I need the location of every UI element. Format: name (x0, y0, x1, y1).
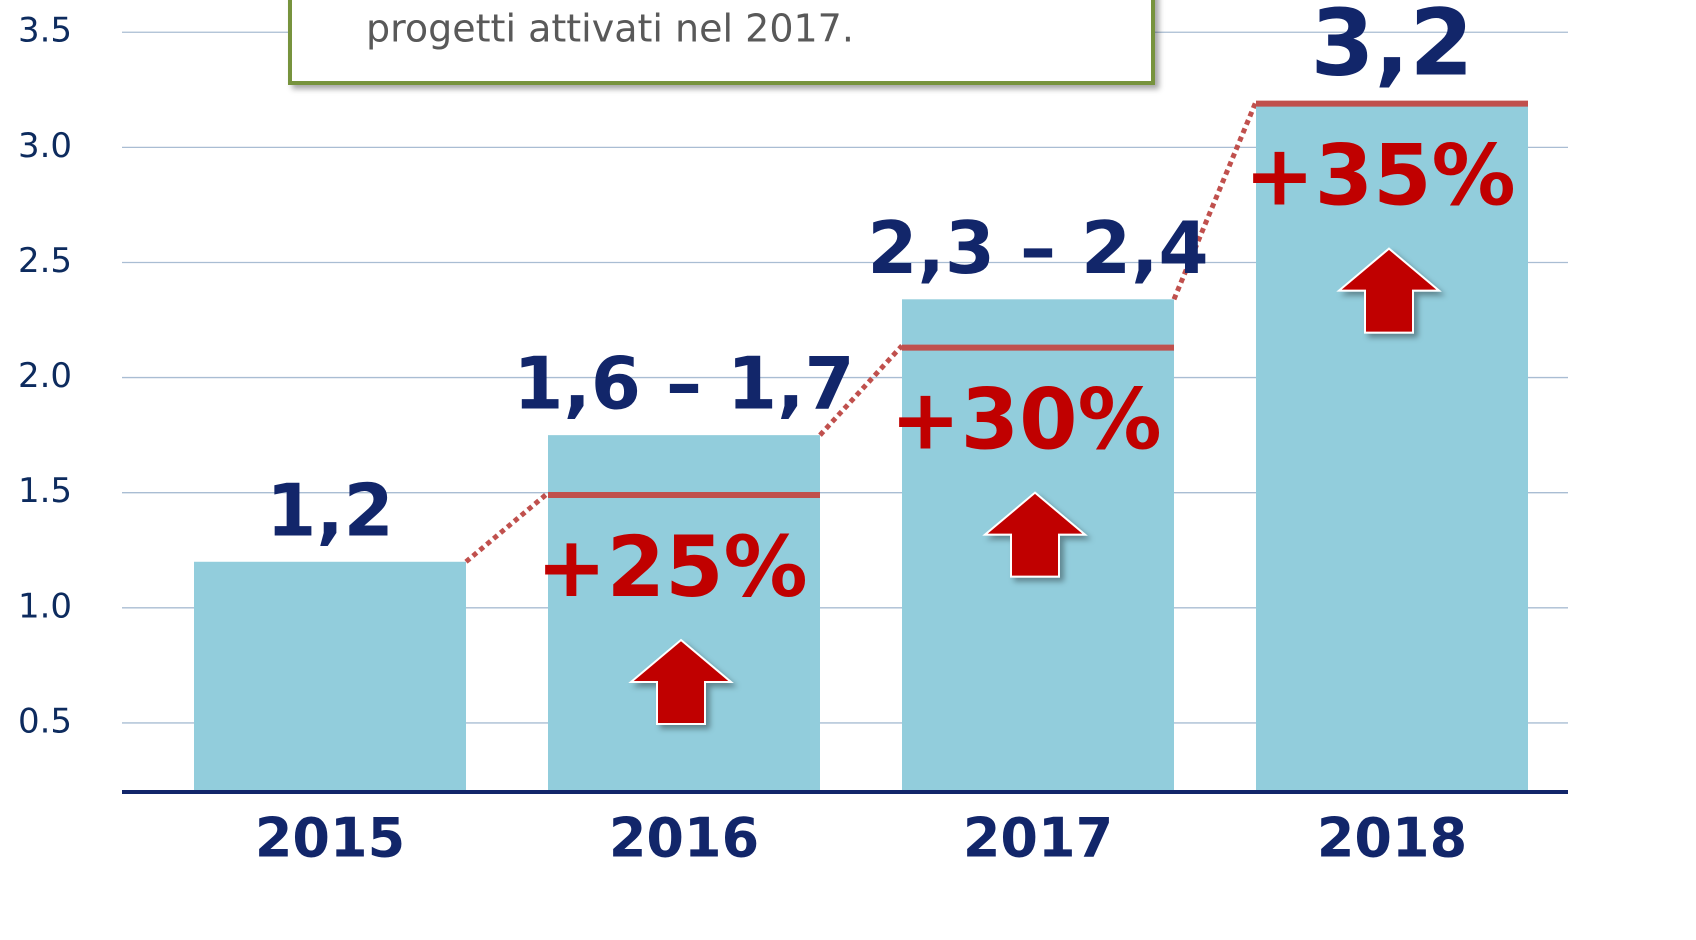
arrow (628, 638, 734, 725)
growth-label: +25% (536, 518, 807, 616)
value-label: 3,2 (1311, 0, 1474, 97)
growth-label: +35% (1244, 127, 1515, 225)
value-label: 1,6 – 1,7 (513, 342, 854, 426)
value-label: 2,3 – 2,4 (867, 206, 1208, 290)
value-label: 1,2 (266, 468, 394, 552)
y-tick-label: 3.0 (18, 126, 72, 166)
y-tick-label: 0.5 (18, 701, 72, 741)
bar (194, 561, 466, 792)
x-tick-label: 2017 (963, 807, 1113, 870)
text-box-text: progetti attivati nel 2017. (366, 7, 854, 51)
y-tick-label: 1.0 (18, 586, 72, 626)
text-box (288, 0, 1155, 85)
y-tick-label: 2.5 (18, 241, 72, 281)
growth-label: +30% (890, 371, 1161, 469)
x-tick-label: 2015 (255, 807, 405, 870)
arrow (1336, 247, 1442, 334)
y-tick-label: 1.5 (18, 471, 72, 511)
x-tick-label: 2016 (609, 807, 759, 870)
plot-area: 0.5 1.0 1.5 2.0 2.5 3.0 3.5 2015 1,2 2016 1,6 – 1,… (18, 0, 1568, 870)
x-tick-label: 2018 (1317, 807, 1467, 870)
bar (1256, 101, 1528, 793)
arrow (982, 491, 1088, 578)
y-tick-label: 2.0 (18, 356, 72, 396)
connector (818, 343, 904, 437)
y-tick-label: 3.5 (18, 11, 72, 51)
